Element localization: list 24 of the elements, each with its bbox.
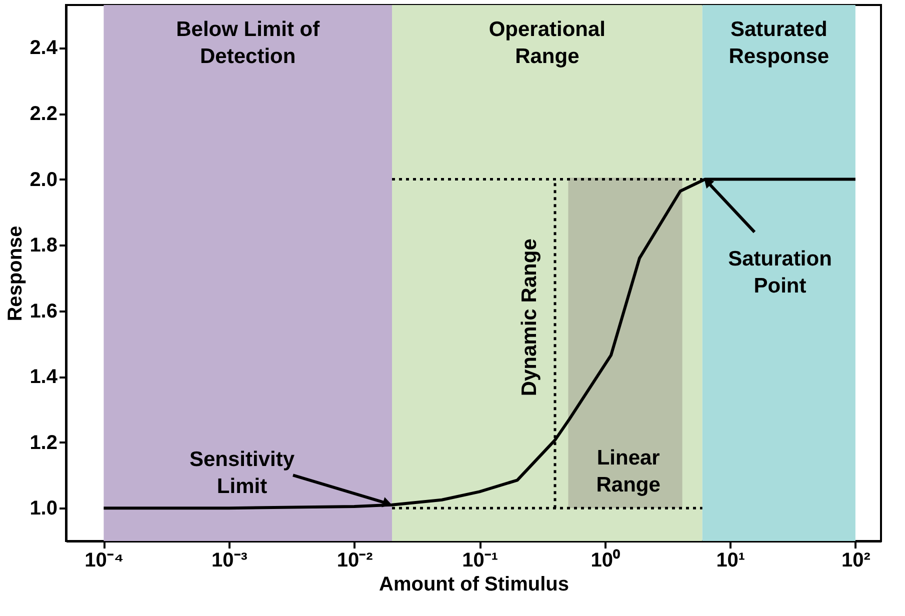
y-tick-label: 2.2 bbox=[30, 103, 58, 126]
y-axis-title: Response bbox=[4, 226, 27, 322]
y-tick-label: 2.0 bbox=[30, 168, 58, 191]
x-tick-label: 10⁻³ bbox=[212, 550, 248, 572]
x-tick-label: 10⁻¹ bbox=[462, 550, 498, 572]
y-tick-label: 1.2 bbox=[30, 432, 58, 454]
x-tick-label: 10⁻⁴ bbox=[84, 550, 124, 572]
y-tick-label: 1.6 bbox=[30, 300, 58, 322]
y-tick-label: 1.0 bbox=[30, 498, 58, 520]
band-label: Operational Range bbox=[488, 18, 606, 68]
annotation: Sensitivity Limit bbox=[189, 448, 295, 498]
annotation: Dynamic Range bbox=[518, 238, 541, 396]
y-tick-label: 1.8 bbox=[30, 234, 58, 257]
x-tick-label: 10⁰ bbox=[590, 548, 620, 572]
y-tick-label: 1.4 bbox=[30, 366, 58, 388]
band-label: Saturated Response bbox=[728, 18, 830, 68]
x-tick-label: 10¹ bbox=[716, 550, 746, 572]
x-tick-label: 10⁻² bbox=[336, 550, 374, 572]
y-tick-label: 2.4 bbox=[30, 37, 58, 60]
x-tick-label: 10² bbox=[841, 550, 871, 572]
band-label: Below Limit of Detection bbox=[176, 18, 321, 68]
annotation: Linear Range bbox=[596, 446, 660, 496]
x-axis-title: Amount of Stimulus bbox=[379, 574, 569, 596]
annotation: Saturation Point bbox=[728, 247, 832, 298]
